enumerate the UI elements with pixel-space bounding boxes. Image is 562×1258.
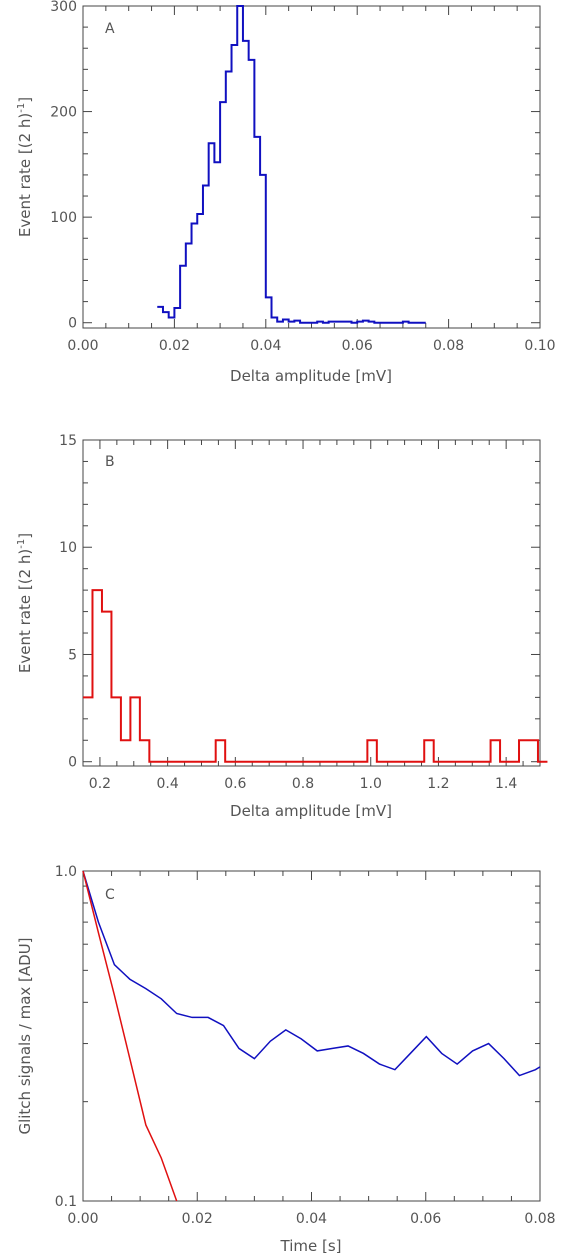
panel-b-x-tick-label: 1.0 [360, 776, 382, 792]
panel-b-y-label-close: ] [16, 533, 34, 539]
panel-a-y-label-bracket: [(2 h) [16, 113, 34, 154]
panel-b-y-tick-label: 15 [59, 433, 77, 449]
panel-b-x-tick-label: 0.6 [224, 776, 246, 792]
panel-a-x-tick-label: 0.04 [250, 338, 281, 354]
panel-a: 0.00 0.02 0.04 0.06 0.08 0.10 0 100 200 300 A De… [16, 0, 556, 385]
panel-b-y-label-sup: -1 [16, 539, 27, 549]
panel-b-y-label: Event rate [(2 h)-1] [16, 533, 34, 673]
panel-b-x-tick-label: 1.4 [495, 776, 517, 792]
panel-b-y-tick-label: 5 [68, 647, 77, 663]
panel-a-x-axis: 0.00 0.02 0.04 0.06 0.08 0.10 [67, 6, 556, 354]
panel-a-x-label: Delta amplitude [mV] [230, 367, 392, 385]
panel-a-label: A [105, 21, 115, 37]
panel-c-series-line [82, 870, 541, 1077]
panel-b-x-tick-label: 0.2 [89, 776, 111, 792]
panel-c-x-tick-label: 0.02 [182, 1211, 213, 1227]
panel-b-x-label: Delta amplitude [mV] [230, 802, 392, 820]
panel-a-y-tick-label: 0 [68, 316, 77, 332]
panel-c-y-axis: 0.1 1.0 [55, 864, 540, 1210]
panel-c-x-tick-label: 0.04 [296, 1211, 327, 1227]
panel-a-y-label-sup: -1 [16, 103, 27, 113]
panel-a-x-tick-label: 0.08 [433, 338, 464, 354]
panel-b-x-tick-label: 0.4 [156, 776, 178, 792]
panel-c-label: C [105, 887, 115, 903]
panel-c-series [82, 870, 541, 1202]
panel-a-x-tick-label: 0.02 [159, 338, 190, 354]
panel-c-series-line [82, 870, 178, 1202]
panel-b-y-tick-label: 0 [68, 755, 77, 771]
panel-c-x-tick-label: 0.00 [67, 1211, 98, 1227]
panel-b-y-label-bracket: [(2 h) [16, 549, 34, 590]
panel-b-y-label-main: Event rate [16, 590, 34, 673]
panel-b-histogram [83, 589, 548, 763]
panel-a-y-tick-label: 200 [50, 105, 77, 121]
panel-a-frame [82, 5, 541, 329]
panel-b-x-axis: 0.2 0.4 0.6 0.8 1.0 1.2 1.4 [82, 440, 541, 792]
panel-a-y-tick-label: 100 [50, 210, 77, 226]
panel-c-x-label: Time [s] [280, 1237, 342, 1255]
panel-b-x-tick-label: 1.2 [427, 776, 449, 792]
panel-c-y-tick-label: 1.0 [55, 864, 77, 880]
panel-a-y-label: Event rate [(2 h)-1] [16, 97, 34, 237]
panel-c-x-tick-label: 0.06 [410, 1211, 441, 1227]
panel-b-y-tick-label: 10 [59, 540, 77, 556]
panel-c: 0.00 0.02 0.04 0.06 0.08 0.1 1.0 C Time [s] G… [16, 864, 556, 1255]
panel-b-label: B [105, 454, 115, 470]
panel-a-y-label-close: ] [16, 97, 34, 103]
panel-c-frame [82, 870, 541, 1202]
panel-b-y-axis: 0 5 10 15 [59, 433, 540, 771]
panel-a-y-label-main: Event rate [16, 154, 34, 237]
panel-b: 0.2 0.4 0.6 0.8 1.0 1.2 1.4 0 5 10 15 B Delta amp… [16, 433, 548, 820]
panel-a-x-tick-label: 0.10 [524, 338, 555, 354]
panel-a-x-tick-label: 0.06 [342, 338, 373, 354]
panel-c-x-axis: 0.00 0.02 0.04 0.06 0.08 [67, 871, 556, 1227]
panel-a-y-axis: 0 100 200 300 [50, 0, 540, 332]
panel-b-x-tick-label: 0.8 [292, 776, 314, 792]
panel-a-histogram [157, 5, 426, 324]
panel-c-y-label: Glitch signals / max [ADU] [16, 937, 34, 1134]
panel-c-y-tick-label: 0.1 [55, 1194, 77, 1210]
panel-c-x-tick-label: 0.08 [524, 1211, 555, 1227]
panel-a-y-tick-label: 300 [50, 0, 77, 15]
panel-b-frame [82, 439, 541, 767]
panel-a-x-tick-label: 0.00 [67, 338, 98, 354]
